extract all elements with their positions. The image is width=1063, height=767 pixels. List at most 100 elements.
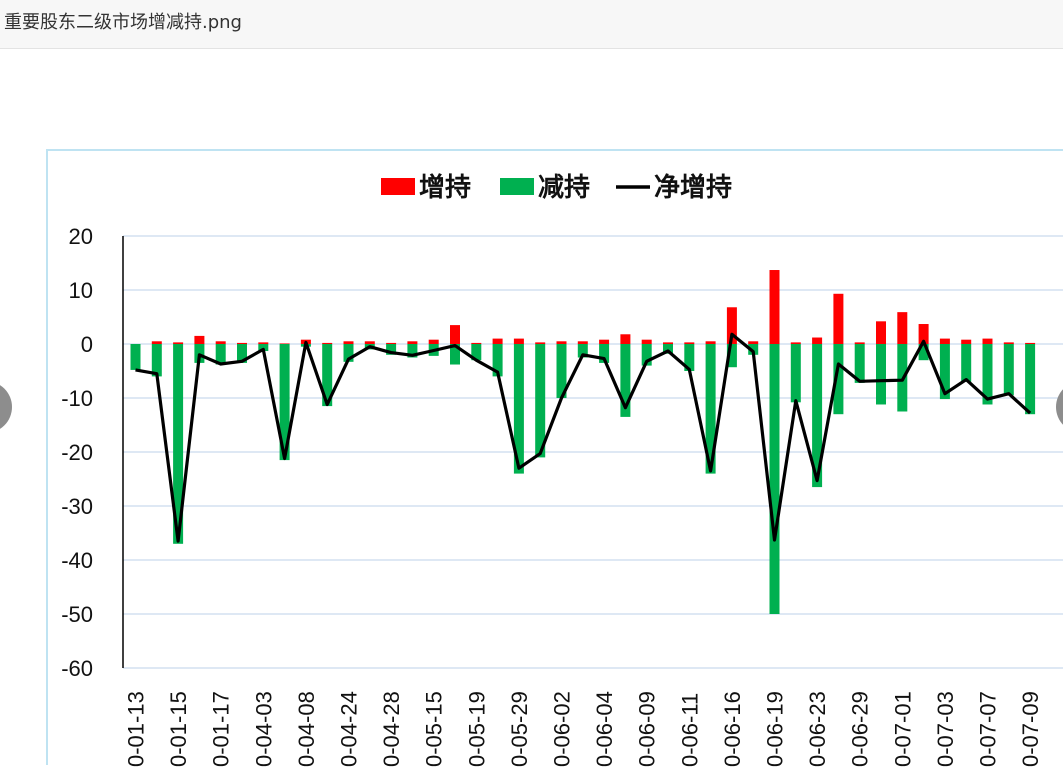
- bar-increase: [939, 338, 950, 344]
- bar-increase: [769, 270, 780, 344]
- bar-increase: [471, 342, 482, 344]
- chart-image: 20 10 0 -10 -20 -30 -40 -50 -60 0-01-13 0-01-15 0-0…: [46, 149, 1063, 767]
- x-tick-label: 0-06-16: [720, 691, 745, 767]
- net-increase-line: [135, 332, 1032, 543]
- bar-decrease: [833, 344, 844, 415]
- bar-decrease: [513, 344, 524, 474]
- bar-decrease: [663, 344, 673, 354]
- bar-increase: [194, 335, 205, 344]
- bar-increase: [790, 342, 801, 344]
- x-tick-label: 0-07-07: [976, 691, 1001, 767]
- bar-increase: [620, 334, 631, 344]
- bar-increase: [279, 343, 290, 344]
- x-tick-label: 0-01-13: [124, 691, 149, 767]
- previous-image-button[interactable]: [0, 381, 12, 433]
- image-viewer: 20 10 0 -10 -20 -30 -40 -50 -60 0-01-13 0-01-15 0-0…: [0, 49, 1063, 767]
- y-tick-label: -60: [61, 656, 93, 681]
- bar-increase: [215, 341, 226, 344]
- bar-decrease: [939, 344, 950, 400]
- legend-swatch-decrease: [500, 178, 534, 195]
- y-tick-label: 0: [81, 332, 93, 357]
- bar-increase: [258, 342, 269, 344]
- y-tick-label: -20: [61, 440, 93, 465]
- bar-decrease: [790, 344, 801, 403]
- bar-decrease: [386, 344, 397, 355]
- bar-decrease: [151, 344, 162, 377]
- bar-decrease: [726, 344, 737, 368]
- bar-decrease: [322, 344, 333, 407]
- bar-decrease: [641, 344, 652, 366]
- bar-decrease: [471, 344, 482, 361]
- bar-increase: [173, 342, 184, 344]
- bar-increase: [599, 339, 610, 344]
- bar-decrease: [173, 344, 184, 544]
- x-tick-label: 0-05-29: [507, 691, 532, 767]
- bar-increase: [641, 339, 652, 344]
- x-tick-label: 0-05-15: [422, 691, 447, 767]
- bar-decrease: [812, 344, 823, 488]
- bar-increase: [151, 341, 162, 344]
- bar-decrease: [961, 344, 972, 382]
- bar-increase: [386, 342, 397, 344]
- bar-decrease: [237, 344, 247, 363]
- bar-increase: [684, 342, 695, 344]
- bar-increase: [364, 341, 375, 344]
- x-tick-label: 0-01-17: [209, 691, 234, 767]
- bar-increase: [982, 338, 993, 344]
- bar-increase: [897, 312, 908, 344]
- bar-decrease: [705, 344, 716, 474]
- x-tick-label: 0-05-19: [464, 691, 489, 767]
- bar-increase: [428, 339, 439, 344]
- bar-increase: [918, 324, 929, 344]
- bar-increase: [492, 338, 503, 344]
- bar-decrease: [1003, 344, 1014, 396]
- title-bar: 重要股东二级市场增减持.png: [0, 0, 1063, 49]
- legend-label-increase: 增持: [419, 172, 471, 203]
- bar-increase: [450, 325, 460, 344]
- x-tick-label: 0-06-29: [848, 691, 873, 767]
- bar-decrease: [748, 344, 759, 355]
- x-tick-label: 0-06-02: [550, 691, 575, 767]
- bar-decrease: [1025, 344, 1036, 415]
- x-tick-label: 0-04-03: [251, 691, 276, 767]
- bar-decrease: [535, 344, 546, 458]
- legend-label-decrease: 减持: [538, 173, 590, 203]
- x-tick-label: 0-07-09: [1018, 691, 1043, 767]
- bar-decrease: [577, 344, 588, 358]
- bar-increase: [322, 342, 333, 344]
- x-tick-label: 0-01-15: [166, 691, 191, 767]
- bar-decrease: [769, 344, 780, 614]
- next-image-button[interactable]: [1056, 381, 1063, 433]
- bar-increase: [726, 307, 737, 344]
- x-tick-label: 0-06-19: [763, 691, 788, 767]
- y-tick-label: -50: [61, 602, 93, 627]
- x-tick-label: 0-06-23: [805, 691, 830, 767]
- y-tick-label: 10: [69, 278, 93, 303]
- bar-increase: [577, 341, 588, 344]
- bar-increase: [854, 342, 865, 344]
- bar-decrease: [130, 344, 141, 370]
- bar-decrease: [854, 344, 865, 383]
- bar-decrease: [407, 344, 418, 358]
- bar-increase: [961, 339, 972, 344]
- legend-swatch-increase: [381, 178, 415, 195]
- bar-decrease: [450, 344, 460, 365]
- x-tick-label: 0-04-28: [379, 691, 404, 767]
- bar-decrease: [215, 344, 226, 365]
- bar-decrease: [982, 344, 993, 405]
- bar-increase: [513, 338, 524, 344]
- bar-decrease: [492, 344, 503, 377]
- bar-increase: [833, 293, 844, 344]
- y-tick-label: -40: [61, 548, 93, 573]
- bar-increase: [407, 341, 418, 344]
- bar-decrease: [918, 344, 929, 361]
- bar-increase: [705, 341, 716, 344]
- x-tick-label: 0-07-03: [933, 691, 958, 767]
- bar-increase: [1003, 342, 1014, 344]
- bar-decrease: [279, 344, 290, 461]
- bar-increase: [237, 342, 247, 344]
- bar-increase: [343, 341, 354, 344]
- bar-decrease: [620, 344, 631, 417]
- bar-increase: [812, 337, 823, 344]
- bar-increase: [1025, 342, 1036, 344]
